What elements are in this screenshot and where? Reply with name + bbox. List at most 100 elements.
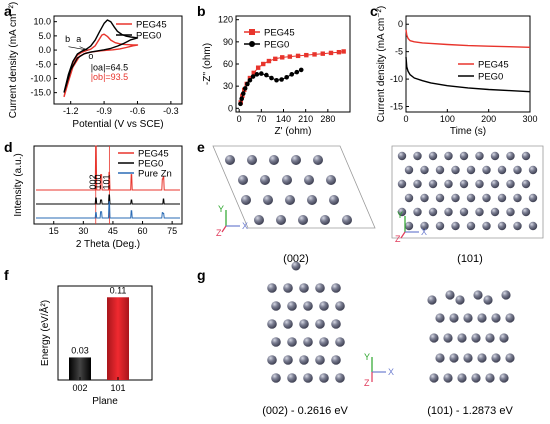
axis-z-label: Z: [364, 378, 370, 388]
zn-atom: [283, 283, 293, 293]
zn-atom: [307, 195, 317, 205]
data-point-peg45: [273, 56, 278, 62]
axis-z-label: Z: [395, 234, 401, 244]
x-tick-label: 002: [72, 383, 87, 393]
zn-atom: [449, 353, 459, 363]
zn-atom: [247, 155, 257, 165]
data-point-peg0: [254, 72, 260, 77]
legend-entry: PEG45: [264, 28, 295, 39]
zn-atom: [267, 283, 277, 293]
panel-label-a: a: [4, 3, 12, 19]
x-tick-label: 140: [276, 114, 291, 124]
x-axis-label: Time (s): [450, 126, 486, 137]
atoms-002-surface: [225, 155, 352, 225]
x-tick-label: -0.9: [96, 106, 112, 116]
zn-atom: [435, 221, 445, 231]
bar-value-label: 0.11: [110, 285, 127, 295]
data-point-peg0: [279, 77, 284, 82]
zn-atom: [475, 179, 484, 189]
zn-atom: [505, 313, 515, 323]
zn-atom: [428, 151, 438, 161]
data-point-peg0: [247, 77, 253, 83]
chart-a-frame: [53, 15, 183, 105]
data-point-peg45: [320, 51, 325, 56]
zn-atom: [435, 353, 445, 363]
zn-atom: [335, 373, 345, 383]
x-axis-label: Plane: [92, 396, 118, 407]
zn-atom: [283, 319, 293, 329]
zn-atom: [528, 193, 538, 203]
zn-atom: [285, 195, 295, 205]
zn-atom: [466, 165, 476, 175]
zn-atom: [475, 207, 484, 217]
zn-atom: [451, 193, 460, 203]
axis-y-label: Y: [218, 204, 224, 214]
crystal-structures-e: Y Z X Y Z X (002) (101): [212, 145, 544, 265]
data-point-peg45: [255, 65, 261, 70]
y-axis-label: Current density (mA cm⁻²): [8, 2, 19, 118]
zn-atom: [319, 373, 329, 383]
zn-atom: [490, 207, 500, 217]
bar-101: [107, 297, 129, 380]
legend-marker: [249, 29, 255, 35]
legend-entry: PEG45: [136, 20, 167, 31]
axis-x-label: X: [421, 227, 427, 237]
y-tick-label: 10.0: [33, 17, 51, 27]
zn-atom: [513, 193, 522, 203]
x-tick-label: -0.6: [130, 106, 146, 116]
y-tick-label: 0: [398, 19, 403, 29]
axis-y-label: Y: [397, 210, 403, 220]
atoms-101-surface: [397, 151, 538, 231]
x-tick-label: 200: [481, 114, 496, 124]
xrd-pattern-peg45: [36, 145, 180, 191]
zn-atom: [491, 353, 501, 363]
panel-label-e: e: [197, 139, 205, 155]
x-tick-label: 280: [320, 114, 335, 124]
series-line-peg45: [240, 50, 344, 103]
zn-atom: [299, 355, 309, 365]
zn-atom: [287, 373, 297, 383]
data-point-peg45: [251, 70, 256, 76]
x-tick-label: 60: [138, 226, 148, 236]
zn-atom: [485, 333, 495, 343]
y-tick-label: -10: [390, 74, 403, 84]
y-tick-label: -5: [395, 47, 403, 57]
data-point-peg0: [250, 74, 256, 79]
annotation-b: b: [65, 34, 70, 44]
annotation-oa-value: |oa|=64.5: [91, 63, 128, 73]
legend-entry: PEG0: [138, 159, 163, 170]
zn-atom: [267, 319, 277, 329]
zn-atom: [303, 337, 313, 347]
x-axis-label: 2 Theta (Deg.): [76, 239, 140, 250]
data-point-peg45: [336, 49, 342, 55]
zn-atom: [506, 179, 515, 189]
zn-atom: [471, 373, 481, 383]
y-tick-label: -15.0: [30, 88, 51, 98]
data-point-peg0: [239, 96, 244, 102]
zn-atom: [271, 301, 281, 311]
x-tick-label: -1.2: [63, 106, 79, 116]
data-point-peg0: [238, 101, 243, 107]
zn-atom: [459, 151, 469, 161]
legend-entry: PEG0: [264, 40, 289, 51]
zn-atom: [482, 193, 491, 203]
axis-x-label: X: [242, 221, 248, 231]
data-point-peg45: [312, 52, 317, 57]
caption-g-101: (101) - 1.2873 eV: [427, 405, 513, 417]
data-point-peg0: [269, 75, 274, 81]
zn-atom: [435, 313, 445, 323]
zn-atom: [521, 151, 531, 161]
zn-atom: [413, 179, 422, 189]
zn-atom: [271, 337, 281, 347]
y-tick-label: 90: [223, 37, 233, 47]
atoms-101-slab: [427, 290, 515, 383]
zn-atom: [443, 333, 453, 343]
chart-b: 0 70 140 210 280 0 30 60 90 120 Z' (ohm) -Z'' (ohm)…: [202, 15, 351, 137]
data-point-peg45: [328, 50, 334, 56]
zn-atom: [443, 373, 453, 383]
zn-atom: [429, 333, 439, 343]
zn-atom: [505, 353, 515, 363]
zn-atom: [319, 301, 329, 311]
zn-atom: [491, 313, 501, 323]
panel-label-b: b: [197, 3, 206, 19]
